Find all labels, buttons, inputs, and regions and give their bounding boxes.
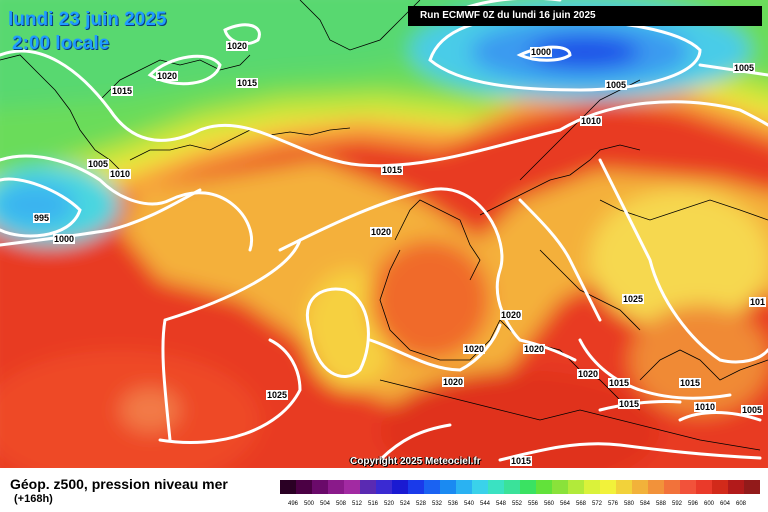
isobar-label: 1015 <box>111 86 134 96</box>
color-scale-swatch <box>744 480 760 494</box>
color-scale-tick: 524 <box>400 501 411 507</box>
color-scale-tick: 532 <box>432 501 443 507</box>
isobar-label: 101 <box>749 297 767 307</box>
color-scale-swatch <box>648 480 664 494</box>
forecast-time: 2:00 locale <box>12 33 110 54</box>
color-scale-swatch <box>632 480 648 494</box>
color-scale-swatch <box>584 480 600 494</box>
color-scale-tick: 508 <box>336 501 347 507</box>
color-scale-swatch <box>360 480 376 494</box>
isobar-label: 1015 <box>679 378 702 388</box>
isobar-label: 1015 <box>608 378 631 388</box>
color-scale-tick: 548 <box>496 501 507 507</box>
color-scale-tick: 500 <box>304 501 315 507</box>
map-title: Géop. z500, pression niveau mer <box>10 476 228 492</box>
run-info: Run ECMWF 0Z du lundi 16 juin 2025 <box>408 6 762 26</box>
color-scale-swatch <box>312 480 328 494</box>
isobar-label: 1000 <box>530 47 553 57</box>
color-scale-swatch <box>552 480 568 494</box>
color-scale-swatch <box>520 480 536 494</box>
color-scale-tick: 512 <box>352 501 363 507</box>
color-scale-swatch <box>536 480 552 494</box>
color-scale-swatch <box>728 480 744 494</box>
isobar-label: 1015 <box>381 165 404 175</box>
color-scale-swatch <box>568 480 584 494</box>
color-scale-swatch <box>696 480 712 494</box>
color-scale-tick: 552 <box>512 501 523 507</box>
color-scale-tick: 600 <box>704 501 715 507</box>
color-scale-tick: 516 <box>368 501 379 507</box>
isobar-label: 1005 <box>605 80 628 90</box>
isobar-label: 1010 <box>109 169 132 179</box>
isobar-label: 1015 <box>236 78 259 88</box>
color-scale-swatch <box>680 480 696 494</box>
color-scale-tick: 584 <box>640 501 651 507</box>
color-scale-tick: 560 <box>544 501 555 507</box>
isobar-label: 1020 <box>500 310 523 320</box>
color-scale-swatch <box>616 480 632 494</box>
isobar-label: 1005 <box>741 405 764 415</box>
isobar-label: 1020 <box>577 369 600 379</box>
color-scale-tick: 496 <box>288 501 299 507</box>
color-scale-swatch <box>488 480 504 494</box>
color-scale-swatch <box>408 480 424 494</box>
forecast-field <box>0 0 768 468</box>
color-scale-swatch <box>344 480 360 494</box>
color-scale-tick: 568 <box>576 501 587 507</box>
isobar-label: 995 <box>33 213 51 223</box>
color-scale-swatch <box>296 480 312 494</box>
color-scale <box>280 480 760 494</box>
isobar-label: 1005 <box>733 63 756 73</box>
color-scale-tick: 528 <box>416 501 427 507</box>
isobar-label: 1010 <box>580 116 603 126</box>
isobar-label: 1020 <box>442 377 465 387</box>
color-scale-swatch <box>424 480 440 494</box>
isobar-label: 1015 <box>510 456 533 466</box>
color-scale-swatch <box>664 480 680 494</box>
color-scale-tick: 504 <box>320 501 331 507</box>
isobar-label: 1020 <box>156 71 179 81</box>
weather-map: 1000 1020 1020 1015 1015 1005 1005 1010 … <box>0 0 768 468</box>
color-scale-swatch <box>280 480 296 494</box>
geopotential-shading <box>0 0 768 468</box>
color-scale-tick: 540 <box>464 501 475 507</box>
color-scale-swatch <box>600 480 616 494</box>
isobar-label: 1025 <box>266 390 289 400</box>
color-scale-tick: 608 <box>736 501 747 507</box>
color-scale-ticks: 496 500 504 508 512 516 520 524 528 532 536 540 544 5… <box>288 500 752 508</box>
isobar-label: 1010 <box>694 402 717 412</box>
isobar-label: 1020 <box>370 227 393 237</box>
color-scale-swatch <box>472 480 488 494</box>
color-scale-tick: 556 <box>528 501 539 507</box>
color-scale-swatch <box>504 480 520 494</box>
isobar-label: 1005 <box>87 159 110 169</box>
color-scale-tick: 588 <box>656 501 667 507</box>
color-scale-tick: 544 <box>480 501 491 507</box>
color-scale-swatch <box>328 480 344 494</box>
isobar-label: 1000 <box>53 234 76 244</box>
isobar-label: 1020 <box>226 41 249 51</box>
color-scale-swatch <box>712 480 728 494</box>
color-scale-tick: 564 <box>560 501 571 507</box>
copyright: Copyright 2025 Meteociel.fr <box>350 456 481 467</box>
color-scale-swatch <box>456 480 472 494</box>
color-scale-tick: 572 <box>592 501 603 507</box>
color-scale-swatch <box>376 480 392 494</box>
color-scale-tick: 580 <box>624 501 635 507</box>
color-scale-swatch <box>392 480 408 494</box>
color-scale-tick: 576 <box>608 501 619 507</box>
color-scale-swatch <box>440 480 456 494</box>
color-scale-tick: 536 <box>448 501 459 507</box>
isobar-label: 1020 <box>523 344 546 354</box>
color-scale-tick: 604 <box>720 501 731 507</box>
isobar-label: 1015 <box>618 399 641 409</box>
color-scale-tick: 592 <box>672 501 683 507</box>
forecast-lead-time: (+168h) <box>14 493 53 505</box>
color-scale-tick: 596 <box>688 501 699 507</box>
forecast-date: lundi 23 juin 2025 <box>8 9 167 30</box>
color-scale-tick: 520 <box>384 501 395 507</box>
isobar-label: 1025 <box>622 294 645 304</box>
isobar-label: 1020 <box>463 344 486 354</box>
